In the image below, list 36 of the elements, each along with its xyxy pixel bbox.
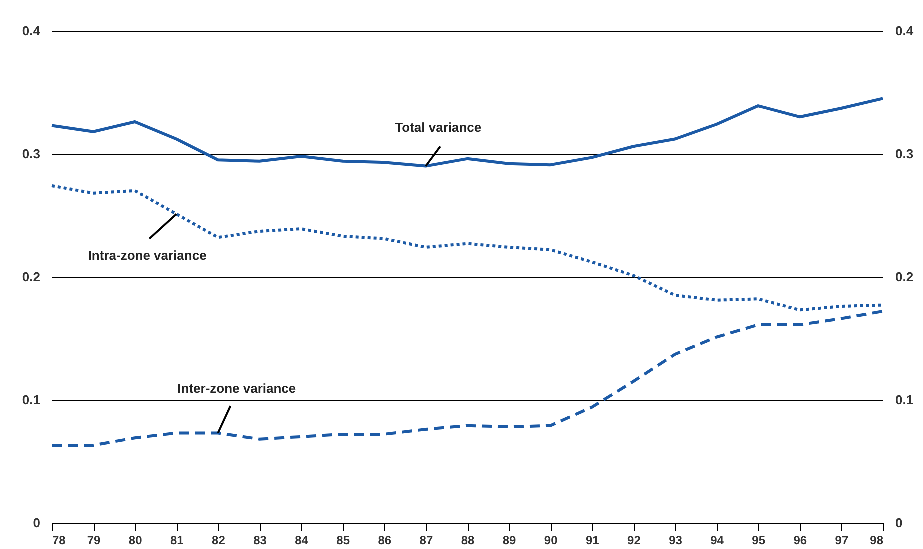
x-tick-label: 93 <box>669 534 683 548</box>
x-tick-label: 92 <box>628 534 642 548</box>
line-series <box>50 310 884 448</box>
y-tick-label: 0.2 <box>22 270 40 284</box>
x-tick-label: 97 <box>835 534 849 548</box>
x-tick-label: 84 <box>295 534 309 548</box>
x-tick-label: 86 <box>378 534 392 548</box>
y-tick-label: 0 <box>33 516 40 530</box>
line-series <box>50 97 884 168</box>
y2-tick-label: 0 <box>896 516 903 530</box>
y-tick-label: 0.3 <box>22 146 40 162</box>
y2-tick-label: 0.3 <box>896 146 914 162</box>
x-tick-label: 88 <box>461 534 475 548</box>
x-tick-label: 81 <box>170 534 184 548</box>
x-tick-label: 94 <box>710 534 724 548</box>
x-tick-label: 78 <box>52 534 66 548</box>
y2-tick-label: 0.2 <box>896 270 914 284</box>
y2-tick-label: 0.1 <box>896 392 914 408</box>
y2-tick-label: 0.4 <box>896 24 914 38</box>
annotation: Total variance <box>395 120 482 136</box>
y-tick-label: 0.4 <box>22 24 42 38</box>
annotation: Intra-zone variance <box>88 248 207 264</box>
x-tick-label: 82 <box>212 534 226 548</box>
x-tick-label: 87 <box>420 534 434 548</box>
y-tick-label: 0.1 <box>22 392 40 408</box>
annotation: Inter-zone variance <box>178 380 296 396</box>
x-tick-label: 79 <box>87 534 102 548</box>
x-tick-label: 83 <box>254 534 268 548</box>
x-tick-label: 90 <box>544 534 558 548</box>
x-tick-label: 91 <box>586 534 600 548</box>
x-tick-label: 89 <box>502 534 517 548</box>
x-tick-label: 80 <box>128 534 143 548</box>
x-tick-label: 85 <box>336 534 350 548</box>
x-tick-label: 96 <box>794 534 808 548</box>
x-tick-label: 95 <box>752 534 766 548</box>
x-tick-label: 98 <box>870 534 884 548</box>
